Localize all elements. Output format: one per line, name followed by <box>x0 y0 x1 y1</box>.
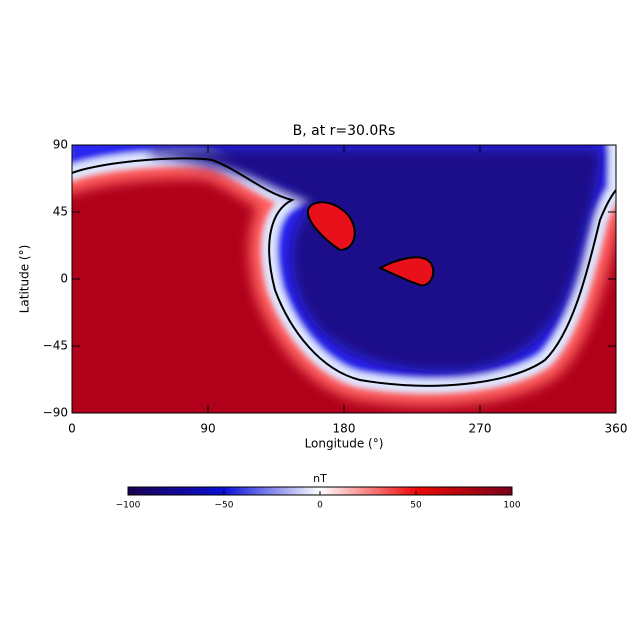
colorbar-tick-label: 50 <box>410 501 422 511</box>
y-tick-label: 0 <box>60 272 68 286</box>
y-tick-label: −90 <box>43 406 68 420</box>
x-tick-label: 0 <box>68 422 76 436</box>
x-axis-label: Longitude (°) <box>305 437 384 451</box>
chart-title: B, at r=30.0Rs <box>293 123 396 139</box>
colorbar-label: nT <box>313 472 327 485</box>
x-tick-label: 180 <box>333 422 356 436</box>
colorbar-tick-label: −50 <box>215 501 234 511</box>
colorbar-tick-label: −100 <box>116 501 141 511</box>
y-axis-label: Latitude (°) <box>18 245 32 314</box>
field <box>72 145 616 413</box>
x-tick-label: 90 <box>200 422 215 436</box>
x-tick-label: 360 <box>605 422 628 436</box>
y-tick-label: −45 <box>43 339 68 353</box>
y-tick-label: 45 <box>53 205 68 219</box>
colorbar-tick-label: 0 <box>317 501 323 511</box>
x-tick-label: 270 <box>469 422 492 436</box>
y-tick-label: 90 <box>53 138 68 152</box>
colorbar-tick-label: 100 <box>503 501 520 511</box>
